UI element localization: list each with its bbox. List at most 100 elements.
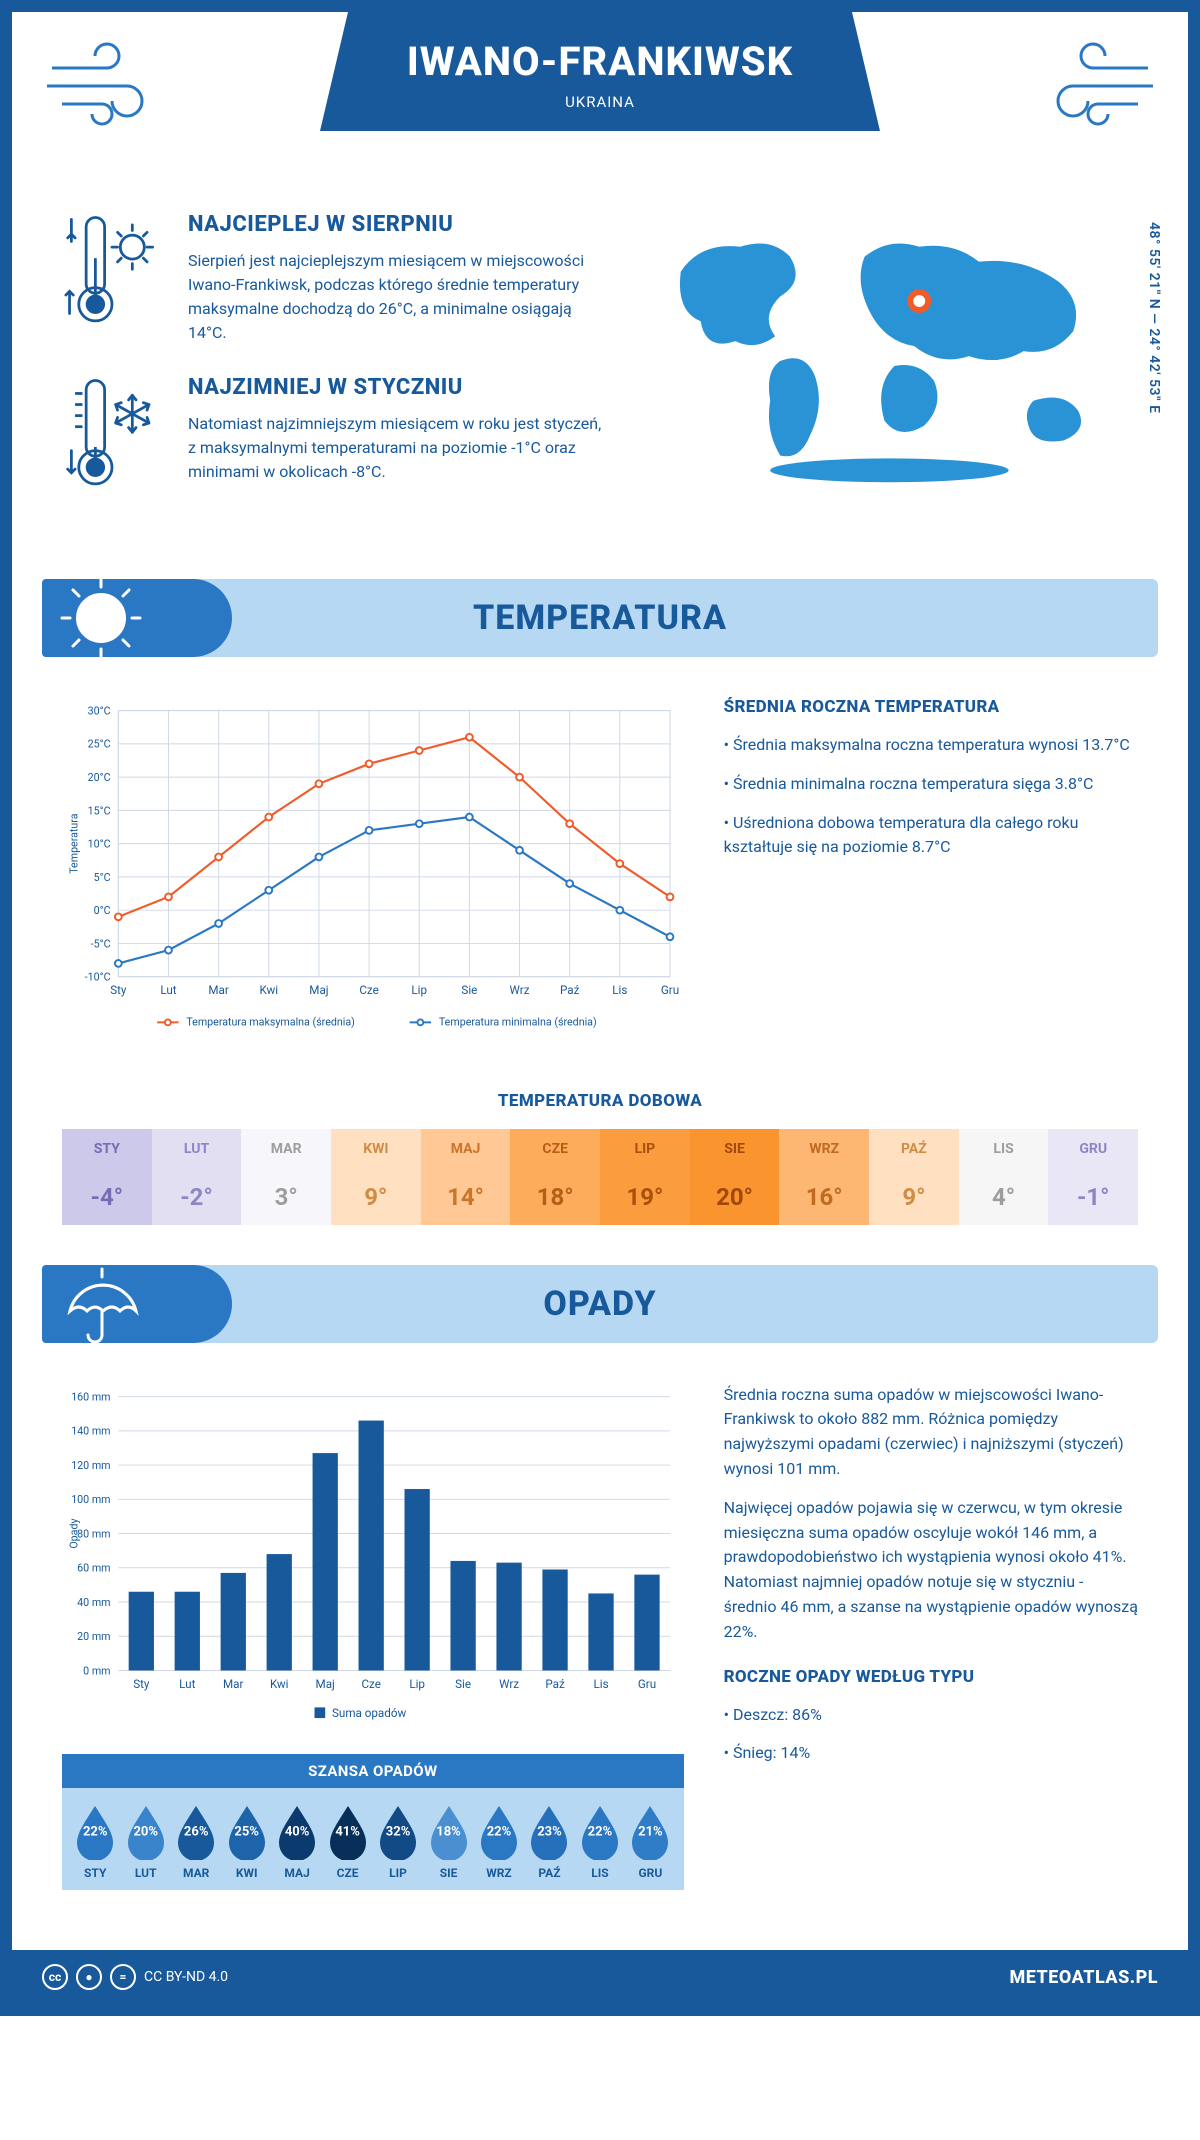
rain-chance-drop: 20%LUT [120,1802,170,1880]
svg-text:Suma opadów: Suma opadów [332,1706,406,1720]
daily-temp-cell: SIE20° [690,1129,780,1225]
svg-text:Lis: Lis [612,983,627,997]
daily-temp-cell: STY-4° [62,1129,152,1225]
rain-chance-drop: 40%MAJ [272,1802,322,1880]
hot-text: Sierpień jest najcieplejszym miesiącem w… [188,249,611,345]
rain-type-b1: • Deszcz: 86% [724,1703,1138,1728]
svg-text:Cze: Cze [359,983,378,997]
cold-block: NAJZIMNIEJ W STYCZNIU Natomiast najzimni… [62,375,611,499]
daily-temp-cell: MAJ14° [421,1129,511,1225]
temperature-chart: -10°C-5°C0°C5°C10°C15°C20°C25°C30°CStyLu… [62,697,684,1051]
svg-text:Mar: Mar [223,1677,243,1691]
by-icon: ● [76,1964,102,1990]
intro-section: NAJCIEPLEJ W SIERPNIU Sierpień jest najc… [12,182,1188,559]
svg-text:100 mm: 100 mm [71,1493,110,1506]
daily-temp-table: STY-4°LUT-2°MAR3°KWI9°MAJ14°CZE18°LIP19°… [62,1129,1138,1225]
rain-chance-drop: 18%SIE [423,1802,473,1880]
thermometer-cold-icon [62,375,162,499]
temp-side-title: ŚREDNIA ROCZNA TEMPERATURA [724,697,1138,717]
svg-text:160 mm: 160 mm [71,1390,110,1403]
svg-text:Temperatura maksymalna (średni: Temperatura maksymalna (średnia) [186,1015,355,1028]
cold-title: NAJZIMNIEJ W STYCZNIU [188,375,611,400]
svg-text:Mar: Mar [208,983,228,997]
daily-temp-cell: WRZ16° [779,1129,869,1225]
precipitation-chart: 0 mm 20 mm 40 mm 60 mm 80 mm 100 mm 120 mm 140 … [62,1383,684,1733]
svg-text:20 mm: 20 mm [77,1630,110,1643]
daily-temp-cell: LIP19° [600,1129,690,1225]
wind-icon-right [1018,38,1158,132]
svg-text:60 mm: 60 mm [77,1561,110,1574]
svg-text:140 mm: 140 mm [71,1424,110,1437]
svg-text:Sie: Sie [461,983,477,997]
page: IWANO-FRANKIWSK UKRAINA [0,0,1200,2016]
rain-side-p1: Średnia roczna suma opadów w miejscowośc… [724,1383,1138,1482]
svg-text:Lut: Lut [179,1677,195,1691]
temperature-summary: ŚREDNIA ROCZNA TEMPERATURA • Średnia mak… [724,697,1138,1051]
header: IWANO-FRANKIWSK UKRAINA [12,12,1188,182]
svg-text:25°C: 25°C [88,738,111,751]
svg-text:Wrz: Wrz [499,1677,519,1691]
temp-side-b2: • Średnia minimalna roczna temperatura s… [724,772,1138,797]
section-title-precipitation: OPADY [543,1284,656,1324]
world-map [641,212,1138,490]
svg-text:Lut: Lut [160,983,176,997]
rain-chance-drop: 23%PAŹ [524,1802,574,1880]
thermometer-hot-icon [62,212,162,345]
section-title-temperature: TEMPERATURA [473,598,727,638]
svg-text:Lip: Lip [411,983,427,997]
hot-title: NAJCIEPLEJ W SIERPNIU [188,212,611,237]
svg-text:5°C: 5°C [94,871,111,884]
svg-text:30°C: 30°C [88,704,111,717]
svg-text:120 mm: 120 mm [71,1459,110,1472]
svg-text:80 mm: 80 mm [77,1527,110,1540]
svg-text:Paź: Paź [560,983,580,997]
rain-type-b2: • Śnieg: 14% [724,1741,1138,1766]
rain-chance-table: SZANSA OPADÓW 22%STY20%LUT26%MAR25%KWI40… [62,1754,684,1890]
svg-text:10°C: 10°C [88,838,111,851]
svg-text:20°C: 20°C [88,771,111,784]
svg-text:Sty: Sty [133,1677,150,1691]
cc-icon: cc [42,1964,68,1990]
city-title: IWANO-FRANKIWSK [340,38,860,85]
svg-text:Temperatura minimalna (średnia: Temperatura minimalna (średnia) [439,1015,597,1028]
svg-text:Kwi: Kwi [270,1677,289,1691]
license-block: cc ● = CC BY-ND 4.0 [42,1964,228,1990]
rain-chance-drop: 22%LIS [575,1802,625,1880]
svg-text:Opady: Opady [68,1518,81,1548]
svg-text:-10°C: -10°C [85,971,111,984]
license-text: CC BY-ND 4.0 [144,1969,228,1985]
svg-text:Sie: Sie [455,1677,471,1691]
svg-text:0 mm: 0 mm [83,1664,110,1677]
cold-text: Natomiast najzimniejszym miesiącem w rok… [188,412,611,484]
hot-block: NAJCIEPLEJ W SIERPNIU Sierpień jest najc… [62,212,611,345]
title-banner: IWANO-FRANKIWSK UKRAINA [320,12,880,131]
svg-text:40 mm: 40 mm [77,1596,110,1609]
svg-text:Gru: Gru [661,983,679,997]
svg-text:Maj: Maj [316,1677,335,1691]
svg-text:Sty: Sty [110,983,127,997]
temp-side-b3: • Uśredniona dobowa temperatura dla całe… [724,811,1138,861]
rain-chance-drop: 26%MAR [171,1802,221,1880]
daily-temp-title: TEMPERATURA DOBOWA [12,1091,1188,1111]
rain-chance-drop: 22%STY [70,1802,120,1880]
daily-temp-cell: LIS4° [959,1129,1049,1225]
daily-temp-cell: LUT-2° [152,1129,242,1225]
rain-side-p2: Najwięcej opadów pojawia się w czerwcu, … [724,1496,1138,1645]
svg-text:Temperatura: Temperatura [68,813,81,874]
precipitation-summary: Średnia roczna suma opadów w miejscowośc… [724,1383,1138,1891]
daily-temp-cell: MAR3° [241,1129,331,1225]
temp-side-b1: • Średnia maksymalna roczna temperatura … [724,733,1138,758]
svg-text:Lip: Lip [409,1677,425,1691]
wind-icon-left [42,38,182,132]
svg-text:Maj: Maj [309,983,328,997]
site-name: METEOATLAS.PL [1009,1967,1158,1988]
section-header-temperature: TEMPERATURA [42,579,1158,657]
svg-text:15°C: 15°C [88,804,111,817]
svg-text:Kwi: Kwi [260,983,279,997]
rain-chance-drop: 32%LIP [373,1802,423,1880]
map-block: 48° 55' 21'' N — 24° 42' 53'' E [641,212,1138,529]
coordinates: 48° 55' 21'' N — 24° 42' 53'' E [1146,222,1162,413]
svg-text:Gru: Gru [638,1677,656,1691]
rain-chance-drop: 22%WRZ [474,1802,524,1880]
daily-temp-cell: GRU-1° [1048,1129,1138,1225]
